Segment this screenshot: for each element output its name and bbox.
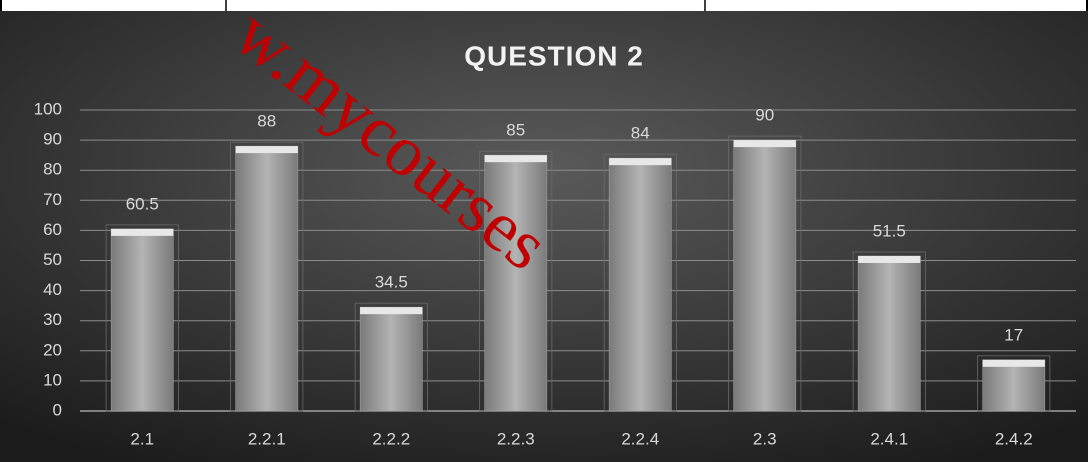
- bar: [857, 255, 921, 412]
- x-tick-label: 2.4.2: [995, 429, 1033, 448]
- x-tick-label: 2.2.2: [372, 429, 410, 448]
- data-label: 34.5: [375, 273, 408, 292]
- data-label: 88: [257, 112, 276, 131]
- y-tick-label: 30: [43, 310, 62, 329]
- data-label: 60.5: [126, 194, 159, 213]
- bar-cap: [609, 158, 672, 166]
- bar-cap: [360, 307, 423, 315]
- plot: 0 10 20 30 40 50 60 70 80 90 100 2.1 60.5 2.2.1 88 2.2.…: [34, 99, 1076, 448]
- x-tick-label: 2.3: [753, 429, 777, 448]
- data-label: 85: [506, 121, 525, 140]
- y-tick-label: 70: [43, 190, 62, 209]
- y-tick-label: 100: [34, 99, 62, 118]
- y-tick-label: 10: [43, 370, 62, 389]
- bar-cap: [733, 140, 796, 148]
- bar-cap: [235, 146, 298, 154]
- y-tick-label: 40: [43, 280, 62, 299]
- data-label: 90: [755, 106, 774, 125]
- data-label: 84: [631, 124, 650, 143]
- x-tick-label: 2.2.3: [497, 429, 535, 448]
- bar-cap: [858, 255, 921, 263]
- bar: [359, 306, 423, 412]
- bar: [110, 228, 174, 412]
- bar: [608, 157, 672, 412]
- bar: [484, 154, 548, 412]
- bar: [982, 359, 1046, 412]
- x-tick-label: 2.4.1: [870, 429, 908, 448]
- bar-cap: [484, 155, 547, 163]
- y-tick-label: 90: [43, 130, 62, 149]
- table-strip: [0, 0, 1088, 11]
- x-tick-label: 2.2.1: [248, 429, 286, 448]
- bar: [235, 145, 299, 412]
- y-tick-label: 50: [43, 250, 62, 269]
- data-label: 17: [1004, 325, 1023, 344]
- y-tick-label: 0: [53, 400, 62, 419]
- bar-cap: [111, 228, 174, 236]
- bar-cap: [982, 359, 1045, 367]
- y-tick-label: 20: [43, 340, 62, 359]
- chart-title: QUESTION 2: [464, 40, 644, 71]
- y-tick-label: 60: [43, 220, 62, 239]
- x-tick-label: 2.2.4: [621, 429, 659, 448]
- data-label: 51.5: [873, 221, 906, 240]
- y-tick-label: 80: [43, 160, 62, 179]
- bar: [733, 139, 797, 412]
- x-tick-label: 2.1: [130, 429, 154, 448]
